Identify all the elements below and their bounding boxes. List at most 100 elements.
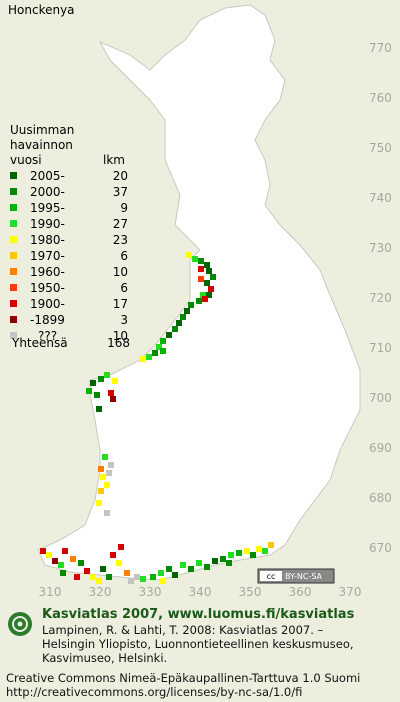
record-square — [250, 552, 256, 558]
record-square — [268, 542, 274, 548]
record-square — [58, 562, 64, 568]
record-square — [70, 556, 76, 562]
record-square — [104, 510, 110, 516]
legend-swatch — [10, 332, 17, 339]
record-square — [196, 298, 202, 304]
legend-count: 27 — [113, 217, 128, 231]
legend-swatch — [10, 268, 17, 275]
record-square — [150, 574, 156, 580]
citation-line: Helsingin Yliopisto, Luonnontieteellinen… — [42, 637, 354, 651]
record-square — [116, 560, 122, 566]
record-square — [206, 292, 212, 298]
record-square — [208, 286, 214, 292]
legend-swatch — [10, 188, 17, 195]
legend-swatch — [10, 220, 17, 227]
y-coordinate-label: 770 — [369, 41, 392, 55]
record-square — [96, 406, 102, 412]
record-square — [172, 326, 178, 332]
record-square — [188, 302, 194, 308]
legend-label: 1990- — [30, 217, 65, 231]
record-square — [198, 266, 204, 272]
legend-label: 1995- — [30, 201, 65, 215]
record-square — [100, 566, 106, 572]
record-square — [46, 552, 52, 558]
x-coordinate-label: 350 — [239, 585, 262, 599]
record-square — [244, 548, 250, 554]
legend-swatch — [10, 316, 17, 323]
x-coordinate-label: 340 — [189, 585, 212, 599]
record-square — [160, 578, 166, 584]
record-square — [156, 344, 162, 350]
record-square — [172, 572, 178, 578]
record-square — [110, 552, 116, 558]
y-coordinate-label: 700 — [369, 391, 392, 405]
record-square — [210, 274, 216, 280]
x-coordinate-label: 330 — [139, 585, 162, 599]
record-square — [198, 276, 204, 282]
record-square — [140, 356, 146, 362]
record-square — [212, 558, 218, 564]
record-square — [202, 296, 208, 302]
record-square — [236, 550, 242, 556]
record-square — [128, 578, 134, 584]
y-coordinate-label: 740 — [369, 191, 392, 205]
record-square — [176, 320, 182, 326]
y-coordinate-label: 760 — [369, 91, 392, 105]
legend-label: 1980- — [30, 233, 65, 247]
license-badge: cc BY-NC-SA — [257, 568, 335, 584]
record-square — [160, 338, 166, 344]
record-square — [90, 574, 96, 580]
record-square — [52, 558, 58, 564]
record-square — [198, 258, 204, 264]
record-square — [192, 256, 198, 262]
record-square — [256, 546, 262, 552]
record-square — [98, 466, 104, 472]
legend-count: 10 — [113, 265, 128, 279]
record-square — [140, 576, 146, 582]
legend-swatch — [10, 252, 17, 259]
record-square — [200, 292, 206, 298]
record-square — [104, 372, 110, 378]
legend-count: 37 — [113, 185, 128, 199]
record-square — [220, 556, 226, 562]
record-square — [188, 566, 194, 572]
legend-swatch — [10, 204, 17, 211]
record-square — [106, 574, 112, 580]
legend-count: 23 — [113, 233, 128, 247]
record-square — [160, 348, 166, 354]
map-outline — [37, 4, 361, 581]
record-square — [204, 262, 210, 268]
legend-count: 9 — [120, 201, 128, 215]
record-square — [78, 560, 84, 566]
record-square — [124, 570, 130, 576]
legend-label: 1900- — [30, 297, 65, 311]
license-line: Creative Commons Nimeä-Epäkaupallinen-Ta… — [6, 671, 360, 685]
x-coordinate-label: 360 — [289, 585, 312, 599]
record-square — [184, 308, 190, 314]
record-square — [108, 462, 114, 468]
record-square — [204, 564, 210, 570]
record-square — [262, 548, 268, 554]
record-square — [206, 268, 212, 274]
badge-cc-box — [260, 571, 282, 581]
record-square — [226, 560, 232, 566]
record-square — [104, 482, 110, 488]
y-coordinate-label: 720 — [369, 291, 392, 305]
license-line: http://creativecommons.org/licenses/by-n… — [6, 685, 302, 699]
logo — [8, 612, 32, 636]
y-coordinate-label: 690 — [369, 441, 392, 455]
record-square — [86, 388, 92, 394]
y-coordinate-label: 730 — [369, 241, 392, 255]
record-square — [204, 280, 210, 286]
citation-line: Kasvimuseo, Helsinki. — [42, 651, 167, 665]
map-title: Honckenya — [8, 3, 75, 17]
y-coordinate-label: 670 — [369, 541, 392, 555]
legend-count: 6 — [120, 249, 128, 263]
record-square — [166, 332, 172, 338]
legend-count: 17 — [113, 297, 128, 311]
record-square — [108, 390, 114, 396]
record-square — [60, 570, 66, 576]
record-square — [112, 378, 118, 384]
